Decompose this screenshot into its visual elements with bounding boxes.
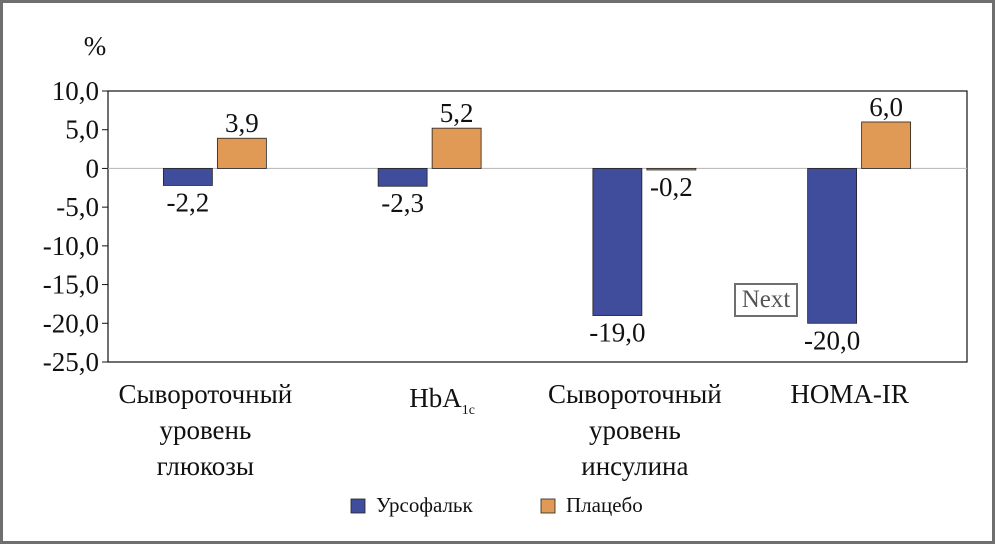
legend-label: Урсофальк [376,493,474,517]
bar-ursofalk [377,168,428,187]
category-label: уровень [589,415,681,445]
category-label: HOMA-IR [790,379,909,409]
category-label: глюкозы [157,451,254,481]
bar-placebo [646,168,697,171]
category-label: уровень [159,415,251,445]
data-label: 5,2 [440,98,474,128]
category-label: инсулина [581,451,688,481]
y-tick-label: -5,0 [56,192,99,222]
data-label: -2,3 [381,188,424,218]
category-label: HbA1c [409,383,475,418]
y-tick-label: 5,0 [65,115,99,145]
y-tick-label: -10,0 [43,231,99,261]
bar-chart: % 10,0 5,0 0 -5,0 -10,0 -15,0 -20,0 -25,0 -2,2 -2,… [43,31,968,517]
data-label: -20,0 [804,325,860,355]
data-label: 6,0 [869,92,903,122]
data-label: 3,9 [225,108,259,138]
y-tick-label: -20,0 [43,308,99,338]
bar-placebo [216,137,267,169]
y-tick-label: 0 [86,153,100,183]
next-button[interactable]: Next [734,283,798,317]
bar-placebo [861,121,912,169]
y-unit-label: % [84,31,107,61]
legend-swatch-ursofalk [350,498,366,514]
data-label: -0,2 [650,172,693,202]
y-tick-label: 10,0 [52,76,99,106]
bar-ursofalk [162,168,213,186]
bar-placebo [431,127,482,169]
y-tick-label: -25,0 [43,347,99,377]
category-label: Сывороточный [119,379,293,409]
category-label: Сывороточный [548,379,722,409]
bar-ursofalk [592,168,643,316]
legend-swatch-placebo [540,498,556,514]
legend-label: Плацебо [566,493,643,517]
data-label: -2,2 [167,187,210,217]
data-label: -19,0 [589,318,645,348]
bar-ursofalk [807,168,858,324]
plot-area [107,90,968,363]
y-tick-label: -15,0 [43,270,99,300]
